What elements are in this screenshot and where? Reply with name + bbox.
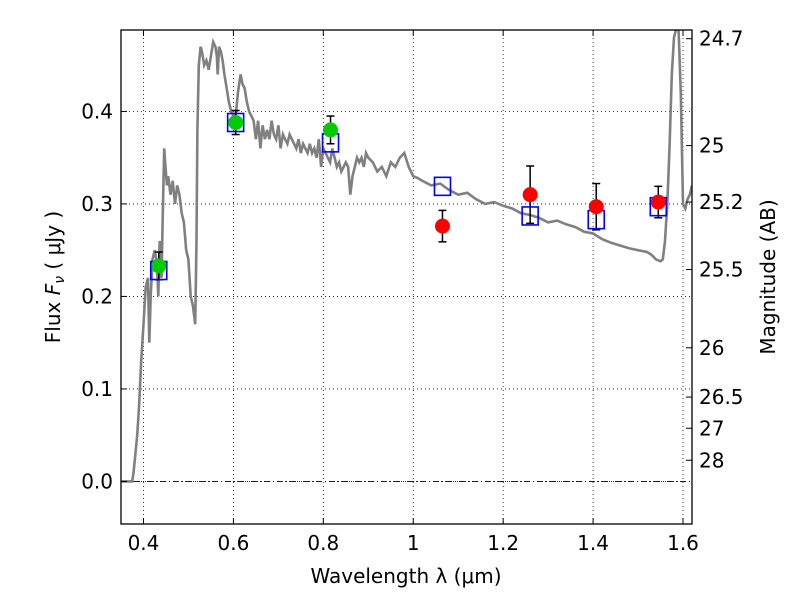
y-tick-label: 0.4 bbox=[81, 99, 113, 123]
grid-lines bbox=[121, 30, 692, 524]
x-tick-label: 1.2 bbox=[487, 531, 519, 555]
photometry-point bbox=[434, 218, 450, 234]
photometry-point bbox=[588, 199, 604, 215]
y-tick-label: 0.0 bbox=[81, 469, 113, 493]
data-markers bbox=[149, 109, 668, 281]
magnitude-tick-label: 26 bbox=[699, 336, 724, 360]
y-tick-label: 0.1 bbox=[81, 377, 113, 401]
x-axis-ticks: 0.4 0.6 0.8 1 1.2 1.4 1.6 bbox=[128, 30, 699, 555]
model-photometry-square bbox=[226, 112, 245, 133]
magnitude-tick-label: 24.7 bbox=[699, 27, 744, 51]
x-axis-label: Wavelength λ (μm) bbox=[310, 564, 501, 588]
magnitude-tick-label: 27 bbox=[699, 416, 724, 440]
y-axis-label: Flux Fν ( μJy ) bbox=[41, 211, 68, 343]
plot-frame bbox=[120, 29, 693, 525]
y-axis-ticks: 0.0 0.1 0.2 0.3 0.4 bbox=[81, 99, 127, 493]
x-tick-label: 1.4 bbox=[577, 531, 609, 555]
photometry-point bbox=[151, 258, 167, 274]
x-tick-label: 0.6 bbox=[217, 531, 249, 555]
magnitude-tick-label: 25 bbox=[699, 134, 724, 158]
photometry-point bbox=[323, 122, 339, 138]
magnitude-tick-label: 28 bbox=[699, 448, 724, 472]
model-spectrum-group bbox=[121, 30, 692, 483]
magnitude-tick-label: 26.5 bbox=[699, 385, 744, 409]
photometry-point bbox=[228, 115, 244, 131]
photometry-point bbox=[522, 187, 538, 203]
magnitude-tick-label: 25.5 bbox=[699, 258, 744, 282]
x-tick-label: 0.8 bbox=[307, 531, 339, 555]
photometry-point bbox=[650, 194, 666, 210]
x-tick-label: 0.4 bbox=[128, 531, 160, 555]
magnitude-axis-label: Magnitude (AB) bbox=[756, 199, 780, 354]
y-tick-label: 0.2 bbox=[81, 284, 113, 308]
magnitude-tick-label: 25.2 bbox=[699, 190, 744, 214]
model-photometry-square bbox=[521, 206, 539, 226]
y-tick-label: 0.3 bbox=[81, 192, 113, 216]
x-tick-label: 1.6 bbox=[667, 531, 699, 555]
magnitude-axis-ticks: 24.7 25 25.2 25.5 26 26.5 27 28 bbox=[686, 27, 744, 472]
x-tick-label: 1 bbox=[407, 531, 420, 555]
model-photometry-square bbox=[433, 176, 452, 197]
model-spectrum-line bbox=[121, 30, 692, 483]
